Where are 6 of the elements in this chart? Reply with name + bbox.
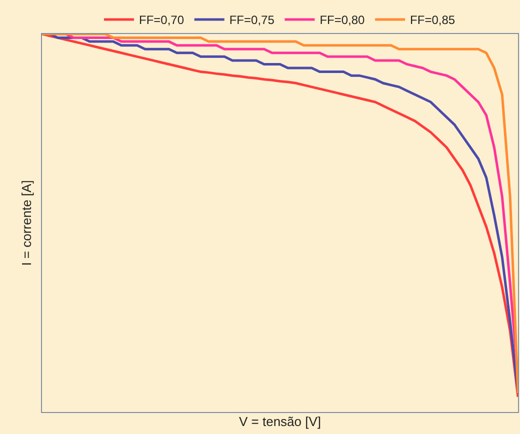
- legend-label: FF=0,80: [320, 13, 366, 28]
- legend-label: FF=0,75: [229, 13, 275, 28]
- x-axis-title: V = tensão [V]: [238, 414, 322, 430]
- legend-label: FF=0,70: [139, 13, 184, 28]
- legend-label: FF=0,85: [410, 13, 456, 28]
- y-axis-title: I = corrente [A]: [18, 180, 34, 266]
